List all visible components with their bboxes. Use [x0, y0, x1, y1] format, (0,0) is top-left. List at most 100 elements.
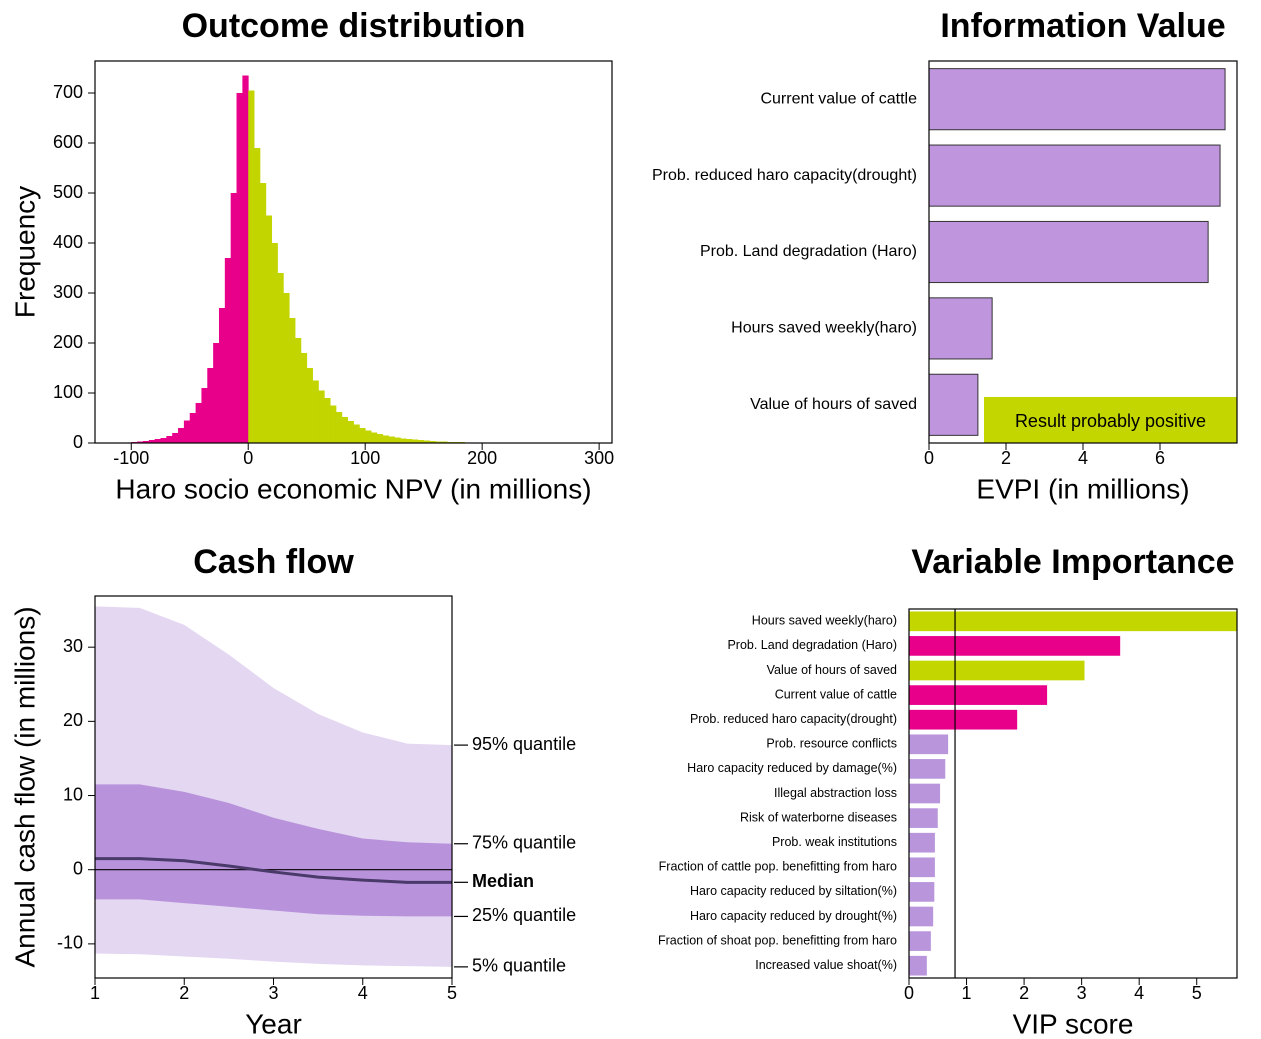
histogram-bar — [423, 440, 430, 443]
bar — [909, 808, 938, 828]
histogram-bar — [365, 430, 372, 443]
x-axis-label: Haro socio economic NPV (in millions) — [115, 473, 591, 504]
histogram-bar — [154, 439, 161, 443]
category-label: Fraction of shoat pop. benefitting from … — [658, 933, 897, 947]
category-label: Haro capacity reduced by siltation(%) — [690, 884, 897, 898]
x-tick-label: 4 — [358, 983, 368, 1003]
y-tick-label: 500 — [53, 182, 83, 202]
chart-title: Outcome distribution — [182, 7, 526, 45]
category-label: Current value of cattle — [760, 90, 917, 107]
histogram-bar — [213, 343, 220, 443]
histogram-bar — [306, 368, 313, 443]
x-tick-label: 4 — [1078, 448, 1088, 468]
bar — [928, 373, 979, 436]
bar — [909, 611, 1237, 632]
x-tick-label: -100 — [113, 448, 149, 468]
histogram-bar — [347, 421, 354, 443]
panel: Information Value EVPI (in millions) Resul… — [652, 7, 1238, 504]
histogram-bar — [172, 433, 179, 443]
histogram-bar — [259, 183, 267, 443]
bar — [909, 709, 1018, 730]
bar — [909, 759, 946, 779]
legend-label: 95% quantile — [472, 734, 576, 754]
x-tick-label: 100 — [350, 448, 380, 468]
category-label: Prob. reduced haro capacity(drought) — [652, 167, 917, 184]
histogram-bar — [148, 440, 156, 443]
histogram-bar — [201, 388, 208, 443]
histogram-bar — [411, 439, 419, 443]
histogram-bar — [242, 75, 249, 443]
category-label: Prob. resource conflicts — [766, 737, 897, 751]
histogram-bar — [406, 439, 413, 443]
histogram-bar — [265, 215, 273, 443]
category-label: Prob. weak institutions — [772, 835, 897, 849]
x-tick-label: 6 — [1155, 448, 1165, 468]
x-tick-label: 0 — [904, 983, 914, 1003]
histogram-bar — [435, 441, 442, 443]
histogram-bar — [295, 338, 302, 443]
median-line — [95, 857, 452, 884]
histogram-bar — [224, 258, 232, 443]
histogram-bar — [218, 308, 226, 443]
category-label: Prob. reduced haro capacity(drought) — [690, 712, 897, 726]
bar — [909, 882, 935, 902]
category-label: Prob. Land degradation (Haro) — [700, 243, 917, 260]
histogram-bar — [371, 432, 378, 443]
x-axis-label: EVPI (in millions) — [976, 473, 1189, 504]
chart-title: Variable Importance — [911, 543, 1234, 581]
legend-label: 75% quantile — [472, 832, 576, 852]
panel: Cash flow Year Annual cash flow (in millio… — [9, 543, 576, 1039]
histogram-bar — [277, 273, 284, 443]
x-tick-label: 200 — [467, 448, 497, 468]
x-tick-label: 300 — [584, 448, 614, 468]
panel: Outcome distribution Haro socio economic … — [9, 7, 614, 504]
histogram-bar — [178, 428, 185, 443]
y-axis-label: Annual cash flow (in millions) — [9, 606, 40, 967]
x-tick-label: 5 — [447, 983, 457, 1003]
x-tick-label: 2 — [1001, 448, 1011, 468]
histogram-bar — [353, 424, 360, 443]
histogram-bar — [429, 441, 436, 443]
y-tick-label: 20 — [63, 710, 83, 730]
histogram-bar — [388, 436, 395, 443]
plot-frame — [94, 60, 613, 444]
annotation: Result probably positive — [1015, 411, 1206, 431]
histogram-bar — [400, 438, 407, 443]
histogram-bar — [335, 412, 343, 443]
y-tick-label: 30 — [63, 636, 83, 656]
histogram-bar — [248, 90, 255, 443]
category-label: Haro capacity reduced by drought(%) — [690, 909, 897, 923]
x-tick-label: 1 — [90, 983, 100, 1003]
category-label: Fraction of cattle pop. benefitting from… — [659, 860, 897, 874]
bar — [909, 931, 931, 951]
histogram-bar — [230, 193, 237, 443]
chart-title: Cash flow — [193, 543, 354, 581]
bar — [909, 660, 1085, 681]
category-label: Illegal abstraction loss — [774, 786, 897, 800]
y-tick-label: 0 — [73, 432, 83, 452]
bar — [909, 906, 934, 927]
bar — [928, 68, 1226, 131]
x-tick-label: 4 — [1134, 983, 1144, 1003]
bar — [909, 783, 941, 804]
histogram-bar — [382, 435, 389, 443]
x-tick-label: 5 — [1192, 983, 1202, 1003]
histogram-bar — [394, 437, 401, 443]
legend-label: 5% quantile — [472, 956, 566, 976]
plot-frame — [908, 608, 1238, 979]
x-tick-label: 0 — [243, 448, 253, 468]
histogram-bar — [236, 93, 243, 443]
category-label: Prob. Land degradation (Haro) — [727, 638, 897, 652]
histogram-bar — [195, 403, 202, 443]
x-axis-label: VIP score — [1013, 1008, 1134, 1039]
histogram-bar — [330, 405, 337, 443]
category-label: Value of hours of saved — [750, 396, 917, 413]
bar — [909, 734, 949, 755]
category-label: Risk of waterborne diseases — [740, 810, 897, 824]
histogram-bar — [207, 368, 214, 443]
y-tick-label: 400 — [53, 232, 83, 252]
histogram-bar — [376, 434, 384, 443]
y-tick-label: 10 — [63, 784, 83, 804]
histogram-bar — [183, 420, 191, 443]
